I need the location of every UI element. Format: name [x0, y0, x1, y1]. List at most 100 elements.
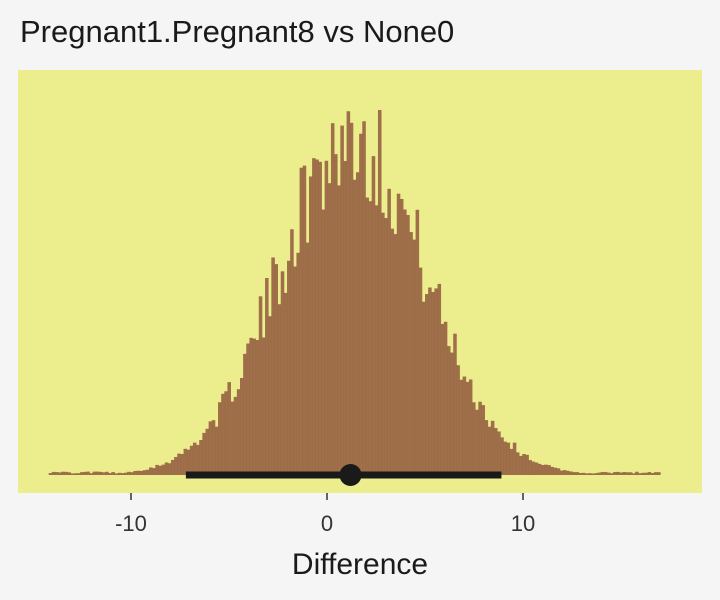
histogram-bar: [641, 472, 645, 475]
histogram-bar: [130, 472, 134, 475]
histogram-bar: [393, 234, 398, 475]
histogram-bar: [493, 428, 498, 475]
histogram-bar: [308, 176, 313, 475]
histogram-bar: [76, 473, 81, 475]
histogram-bar: [528, 460, 533, 475]
histogram-bar: [177, 453, 181, 475]
histogram-bar: [356, 172, 360, 475]
histogram-bar: [446, 346, 451, 475]
histogram-bar: [83, 471, 87, 475]
histogram-bar: [349, 122, 354, 475]
histogram-bar: [86, 471, 90, 475]
histogram-bar: [434, 288, 438, 475]
histogram-bar: [428, 287, 432, 475]
histogram-bar: [51, 471, 56, 475]
point-estimate-marker: [339, 464, 362, 486]
histogram-bar: [631, 473, 636, 475]
histogram-bar: [167, 463, 172, 475]
histogram-bar: [647, 472, 652, 475]
histogram-bar: [123, 472, 128, 475]
histogram-bar: [192, 442, 197, 475]
histogram-bar: [575, 472, 580, 475]
histogram-bar: [243, 353, 247, 475]
histogram-bar: [619, 472, 623, 475]
histogram-bar: [58, 472, 62, 475]
histogram-bar: [202, 432, 206, 475]
histogram-bar: [437, 283, 442, 475]
histogram-bar: [431, 291, 435, 475]
histogram-bar: [271, 257, 275, 475]
histogram-bar: [274, 264, 279, 475]
histogram-bar: [95, 471, 100, 475]
histogram-bar: [468, 379, 473, 475]
histogram-bar: [142, 470, 147, 475]
histogram-bar: [578, 473, 583, 475]
histogram-bar: [111, 472, 115, 475]
histogram-bar: [265, 277, 269, 475]
histogram-bar: [484, 420, 489, 475]
histogram-bar: [644, 472, 649, 475]
histogram-bar: [556, 468, 561, 475]
histogram-bar: [164, 462, 169, 475]
x-axis-title: Difference: [292, 548, 428, 581]
histogram-bar: [290, 229, 294, 475]
histogram-bar: [170, 459, 175, 475]
histogram-bar: [280, 271, 285, 475]
histogram-bar: [475, 409, 479, 475]
histogram-bar: [509, 448, 514, 475]
histogram-bar: [650, 473, 655, 475]
histogram-bar: [657, 472, 661, 475]
histogram-bar: [365, 197, 369, 476]
histogram-bar: [64, 471, 68, 475]
histogram-bar: [544, 464, 548, 475]
histogram-bar: [305, 242, 310, 475]
histogram-bar: [462, 376, 467, 475]
histogram-bar: [403, 209, 407, 476]
histogram-bar: [603, 471, 608, 475]
histogram-bar: [196, 444, 200, 475]
histogram-bar: [318, 161, 322, 476]
histogram-bar: [73, 473, 78, 475]
histogram-bar: [174, 456, 178, 475]
histogram-bar: [214, 426, 219, 475]
histogram-bar: [478, 401, 482, 475]
histogram-bar: [312, 158, 316, 475]
histogram-bar: [189, 445, 194, 475]
histogram-bar: [155, 464, 159, 475]
histogram-bar: [221, 393, 225, 475]
histogram-bar: [114, 473, 119, 475]
histogram-bar: [239, 378, 244, 475]
histogram-bar: [616, 471, 620, 475]
x-tick-label: 10: [511, 511, 535, 536]
histogram-bar: [183, 448, 188, 475]
histogram-bar: [92, 471, 97, 475]
histogram-bar: [346, 111, 351, 476]
histogram-bar: [541, 465, 545, 475]
histogram-bar: [465, 381, 470, 475]
histogram-bar: [522, 454, 526, 475]
histogram-bar: [205, 428, 210, 475]
histogram-bar: [584, 473, 589, 475]
histogram-bar: [418, 267, 423, 475]
histogram-bar: [127, 471, 131, 475]
histogram-bar: [371, 156, 376, 475]
histogram-bar: [359, 133, 363, 475]
histogram-bar: [54, 472, 59, 475]
histogram-bar: [340, 125, 344, 475]
histogram-bar: [553, 467, 558, 475]
histogram-bar: [246, 343, 250, 475]
histogram-bar: [490, 420, 495, 475]
histogram-bar: [613, 471, 617, 475]
histogram-bar: [268, 316, 272, 475]
histogram-bar: [622, 471, 627, 475]
histogram-bar: [525, 454, 529, 475]
histogram-bar: [638, 473, 642, 475]
histogram-bar: [327, 183, 332, 475]
histogram-bar: [208, 421, 213, 475]
histogram-bar: [249, 337, 253, 475]
histogram-bar: [105, 471, 109, 475]
histogram-bar: [236, 389, 241, 475]
histogram-bar: [531, 461, 536, 475]
histogram-bar: [368, 201, 373, 475]
